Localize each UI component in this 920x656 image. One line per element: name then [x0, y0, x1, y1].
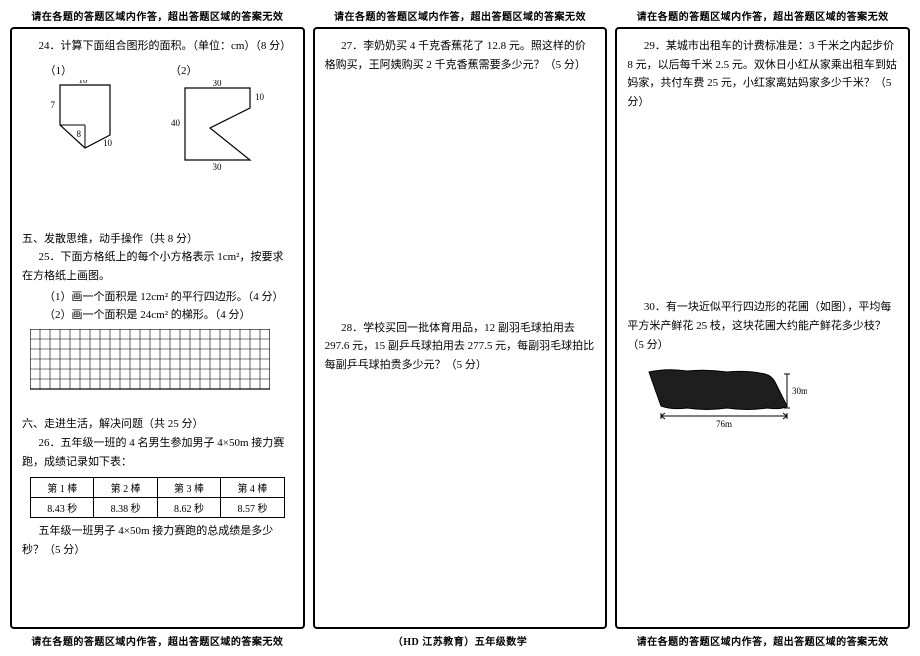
- q29-text: 29．某城市出租车的计费标准是：3 千米之内起步价 8 元，以后每千米 2.5 …: [627, 37, 898, 112]
- fig1-dim-h: 8: [76, 129, 81, 139]
- content-box-1: 24．计算下面组合图形的面积。（单位：cm）（8 分） （1） 10 7 8 1…: [10, 27, 305, 629]
- fig2-dim-left: 40: [171, 118, 181, 128]
- q26-question: 五年级一班男子 4×50m 接力赛跑的总成绩是多少秒？（5 分）: [22, 522, 293, 559]
- table-row: 第 1 棒 第 2 棒 第 3 棒 第 4 棒: [31, 478, 285, 498]
- col1-spacer: [22, 562, 293, 619]
- q25-grid-svg: [30, 329, 270, 391]
- q26-c2: 8.38 秒: [94, 498, 157, 518]
- page: 请在各题的答题区域内作答，超出答题区域的答案无效 24．计算下面组合图形的面积。…: [0, 0, 920, 656]
- q27-text: 27．李奶奶买 4 千克香蕉花了 12.8 元。照这样的价格购买，王阿姨购买 2…: [325, 37, 596, 74]
- q25-title: 25．下面方格纸上的每个小方格表示 1cm²，按要求在方格纸上画图。: [22, 248, 293, 285]
- content-box-3: 29．某城市出租车的计费标准是：3 千米之内起步价 8 元，以后每千米 2.5 …: [615, 27, 910, 629]
- q30-workspace: [627, 434, 898, 619]
- q26-title: 26．五年级一班的 4 名男生参加男子 4×50m 接力赛跑，成绩记录如下表：: [22, 434, 293, 471]
- q26-h4: 第 4 棒: [221, 478, 284, 498]
- q26-h1: 第 1 棒: [31, 478, 94, 498]
- q24-fig2-label: （2）: [170, 62, 270, 78]
- header-note-2: 请在各题的答题区域内作答，超出答题区域的答案无效: [313, 8, 608, 23]
- q24-workspace: [22, 176, 293, 226]
- column-3: 请在各题的答题区域内作答，超出答题区域的答案无效 29．某城市出租车的计费标准是…: [615, 8, 910, 648]
- q30-figure: 30m 76m: [627, 364, 898, 434]
- content-box-2: 27．李奶奶买 4 千克香蕉花了 12.8 元。照这样的价格购买，王阿姨购买 2…: [313, 27, 608, 629]
- q26-table: 第 1 棒 第 2 棒 第 3 棒 第 4 棒 8.43 秒 8.38 秒 8.…: [30, 477, 285, 518]
- q26-c3: 8.62 秒: [157, 498, 220, 518]
- q30-text: 30．有一块近似平行四边形的花圃（如图），平均每平方米产鲜花 25 枝，这块花圃…: [627, 298, 898, 354]
- fig2-dim-rt: 10: [255, 92, 265, 102]
- fig1-dim-left: 7: [50, 100, 55, 110]
- section-5-title: 五、发散思维，动手操作（共 8 分）: [22, 230, 293, 249]
- q26-c4: 8.57 秒: [221, 498, 284, 518]
- fig2-dim-bottom: 30: [212, 162, 222, 170]
- column-1: 请在各题的答题区域内作答，超出答题区域的答案无效 24．计算下面组合图形的面积。…: [10, 8, 305, 648]
- q24-fig2: （2） 30 10 40 30: [170, 62, 270, 170]
- footer-note-3: 请在各题的答题区域内作答，超出答题区域的答案无效: [615, 633, 910, 648]
- q24-fig2-svg: 30 10 40 30: [170, 80, 270, 170]
- q28-text: 28．学校买回一批体育用品，12 副羽毛球拍用去 297.6 元，15 副乒乓球…: [325, 319, 596, 375]
- q24-title: 24．计算下面组合图形的面积。（单位：cm）（8 分）: [22, 37, 293, 56]
- column-2: 请在各题的答题区域内作答，超出答题区域的答案无效 27．李奶奶买 4 千克香蕉花…: [313, 8, 608, 648]
- footer-note-2: （HD 江苏教育）五年级数学: [313, 633, 608, 648]
- header-note-1: 请在各题的答题区域内作答，超出答题区域的答案无效: [10, 8, 305, 23]
- fig1-dim-slant: 10: [103, 138, 113, 148]
- header-note-3: 请在各题的答题区域内作答，超出答题区域的答案无效: [615, 8, 910, 23]
- q26-h2: 第 2 棒: [94, 478, 157, 498]
- section-6-title: 六、走进生活，解决问题（共 25 分）: [22, 415, 293, 434]
- fig1-dim-top: 10: [78, 80, 88, 85]
- q28-workspace: [325, 377, 596, 619]
- q27-workspace: [325, 76, 596, 318]
- q24-fig1-svg: 10 7 8 10: [45, 80, 125, 155]
- q25-item2: （2）画一个面积是 24cm² 的梯形。（4 分）: [22, 306, 293, 325]
- q24-figures: （1） 10 7 8 10 （2） 30: [22, 62, 293, 170]
- q29-workspace: [627, 114, 898, 299]
- fig2-dim-top: 30: [212, 80, 222, 88]
- q26-h3: 第 3 棒: [157, 478, 220, 498]
- q25-item1: （1）画一个面积是 12cm² 的平行四边形。（4 分）: [22, 288, 293, 307]
- q24-fig1-label: （1）: [45, 62, 125, 78]
- q30-svg: 30m 76m: [627, 364, 807, 434]
- q30-dim-h: 30m: [792, 386, 807, 396]
- footer-note-1: 请在各题的答题区域内作答，超出答题区域的答案无效: [10, 633, 305, 648]
- table-row: 8.43 秒 8.38 秒 8.62 秒 8.57 秒: [31, 498, 285, 518]
- spacer-1: [22, 397, 293, 411]
- q24-fig1: （1） 10 7 8 10: [45, 62, 125, 170]
- q26-c1: 8.43 秒: [31, 498, 94, 518]
- q30-dim-b: 76m: [716, 419, 732, 429]
- q25-grid: [30, 329, 285, 391]
